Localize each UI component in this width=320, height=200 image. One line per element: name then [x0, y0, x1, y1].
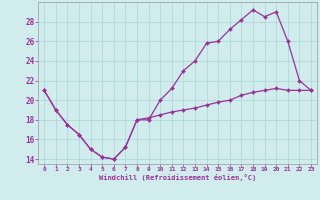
- X-axis label: Windchill (Refroidissement éolien,°C): Windchill (Refroidissement éolien,°C): [99, 174, 256, 181]
